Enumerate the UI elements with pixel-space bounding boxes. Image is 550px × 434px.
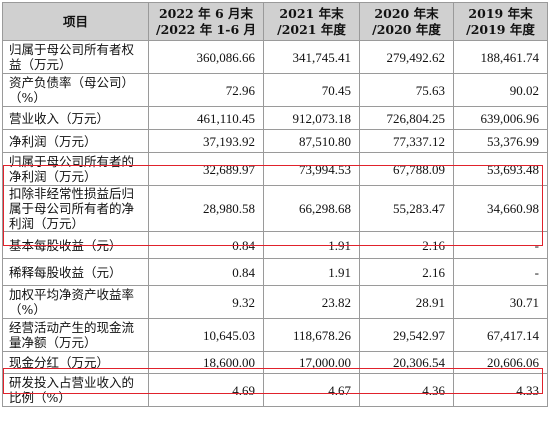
cell-value: 2.16	[359, 258, 454, 286]
cell-value: 360,086.66	[148, 40, 264, 74]
cell-value: 53,693.48	[453, 152, 548, 186]
table-row: 扣除非经常性损益后归属于母公司所有者的净利润（万元） 28,980.58 66,…	[2, 185, 548, 232]
cell-value: 70.45	[263, 73, 360, 107]
cell-value: 4.36	[359, 373, 454, 407]
row-label: 现金分红（万元）	[2, 351, 149, 374]
header-2020-text: 2020 年末 /2020 年度	[372, 5, 441, 37]
cell-value: 9.32	[148, 285, 264, 319]
row-label: 资产负债率（母公司）（%）	[2, 73, 149, 107]
header-row: 项目 2022 年 6 月末 /2022 年 1-6 月 2021 年末 /20…	[2, 2, 548, 41]
header-2020: 2020 年末 /2020 年度	[359, 2, 454, 41]
row-label: 基本每股收益（元）	[2, 231, 149, 259]
row-label: 归属于母公司所有者权益（万元）	[2, 40, 149, 74]
table-row: 现金分红（万元） 18,600.00 17,000.00 20,306.54 2…	[2, 351, 548, 374]
header-item: 项目	[2, 2, 149, 41]
header-2019: 2019 年末 /2019 年度	[453, 2, 548, 41]
cell-value: 87,510.80	[263, 129, 360, 153]
cell-value: 0.84	[148, 231, 264, 259]
cell-value: 279,492.62	[359, 40, 454, 74]
cell-value: 17,000.00	[263, 351, 360, 374]
cell-value: 55,283.47	[359, 185, 454, 232]
table-row: 营业收入（万元） 461,110.45 912,073.18 726,804.2…	[2, 106, 548, 130]
cell-value: 20,306.54	[359, 351, 454, 374]
cell-value: 67,788.09	[359, 152, 454, 186]
header-2022-h1: 2022 年 6 月末 /2022 年 1-6 月	[148, 2, 264, 41]
cell-value: 20,606.06	[453, 351, 548, 374]
cell-value: 72.96	[148, 73, 264, 107]
cell-value: 75.63	[359, 73, 454, 107]
cell-value: -	[453, 231, 548, 259]
cell-value: 28,980.58	[148, 185, 264, 232]
cell-value: 461,110.45	[148, 106, 264, 130]
cell-value: 118,678.26	[263, 318, 360, 352]
cell-value: 10,645.03	[148, 318, 264, 352]
table-row: 研发投入占营业收入的比例（%） 4.69 4.67 4.36 4.33	[2, 373, 548, 407]
cell-value: 639,006.96	[453, 106, 548, 130]
header-2019-text: 2019 年末 /2019 年度	[466, 5, 535, 37]
table-row: 加权平均净资产收益率（%） 9.32 23.82 28.91 30.71	[2, 285, 548, 319]
cell-value: 23.82	[263, 285, 360, 319]
row-label: 扣除非经常性损益后归属于母公司所有者的净利润（万元）	[2, 185, 149, 232]
cell-value: 37,193.92	[148, 129, 264, 153]
header-2021: 2021 年末 /2021 年度	[263, 2, 360, 41]
cell-value: 18,600.00	[148, 351, 264, 374]
table-row: 基本每股收益（元） 0.84 1.91 2.16 -	[2, 231, 548, 259]
cell-value: 341,745.41	[263, 40, 360, 74]
row-label: 净利润（万元）	[2, 129, 149, 153]
cell-value: 28.91	[359, 285, 454, 319]
cell-value: 32,689.97	[148, 152, 264, 186]
row-label: 归属于母公司所有者的净利润（万元）	[2, 152, 149, 186]
cell-value: 0.84	[148, 258, 264, 286]
cell-value: 188,461.74	[453, 40, 548, 74]
cell-value: 73,994.53	[263, 152, 360, 186]
table-row: 稀释每股收益（元） 0.84 1.91 2.16 -	[2, 258, 548, 286]
cell-value: 4.67	[263, 373, 360, 407]
cell-value: 53,376.99	[453, 129, 548, 153]
table-row: 经营活动产生的现金流量净额（万元） 10,645.03 118,678.26 2…	[2, 318, 548, 352]
cell-value: 4.33	[453, 373, 548, 407]
cell-value: 67,417.14	[453, 318, 548, 352]
header-2021-text: 2021 年末 /2021 年度	[277, 5, 346, 37]
financial-indicators-table: 项目 2022 年 6 月末 /2022 年 1-6 月 2021 年末 /20…	[2, 2, 548, 407]
cell-value: 66,298.68	[263, 185, 360, 232]
cell-value: 1.91	[263, 258, 360, 286]
row-label: 经营活动产生的现金流量净额（万元）	[2, 318, 149, 352]
row-label: 研发投入占营业收入的比例（%）	[2, 373, 149, 407]
cell-value: 30.71	[453, 285, 548, 319]
cell-value: 726,804.25	[359, 106, 454, 130]
cell-value: 34,660.98	[453, 185, 548, 232]
cell-value: 2.16	[359, 231, 454, 259]
cell-value: 77,337.12	[359, 129, 454, 153]
cell-value: 4.69	[148, 373, 264, 407]
cell-value: 1.91	[263, 231, 360, 259]
table-row: 净利润（万元） 37,193.92 87,510.80 77,337.12 53…	[2, 129, 548, 153]
table-row: 归属于母公司所有者权益（万元） 360,086.66 341,745.41 27…	[2, 40, 548, 74]
cell-value: -	[453, 258, 548, 286]
table-row: 归属于母公司所有者的净利润（万元） 32,689.97 73,994.53 67…	[2, 152, 548, 186]
row-label: 稀释每股收益（元）	[2, 258, 149, 286]
cell-value: 29,542.97	[359, 318, 454, 352]
header-2022-h1-text: 2022 年 6 月末 /2022 年 1-6 月	[156, 5, 256, 37]
row-label: 加权平均净资产收益率（%）	[2, 285, 149, 319]
cell-value: 912,073.18	[263, 106, 360, 130]
table-row: 资产负债率（母公司）（%） 72.96 70.45 75.63 90.02	[2, 73, 548, 107]
cell-value: 90.02	[453, 73, 548, 107]
row-label: 营业收入（万元）	[2, 106, 149, 130]
